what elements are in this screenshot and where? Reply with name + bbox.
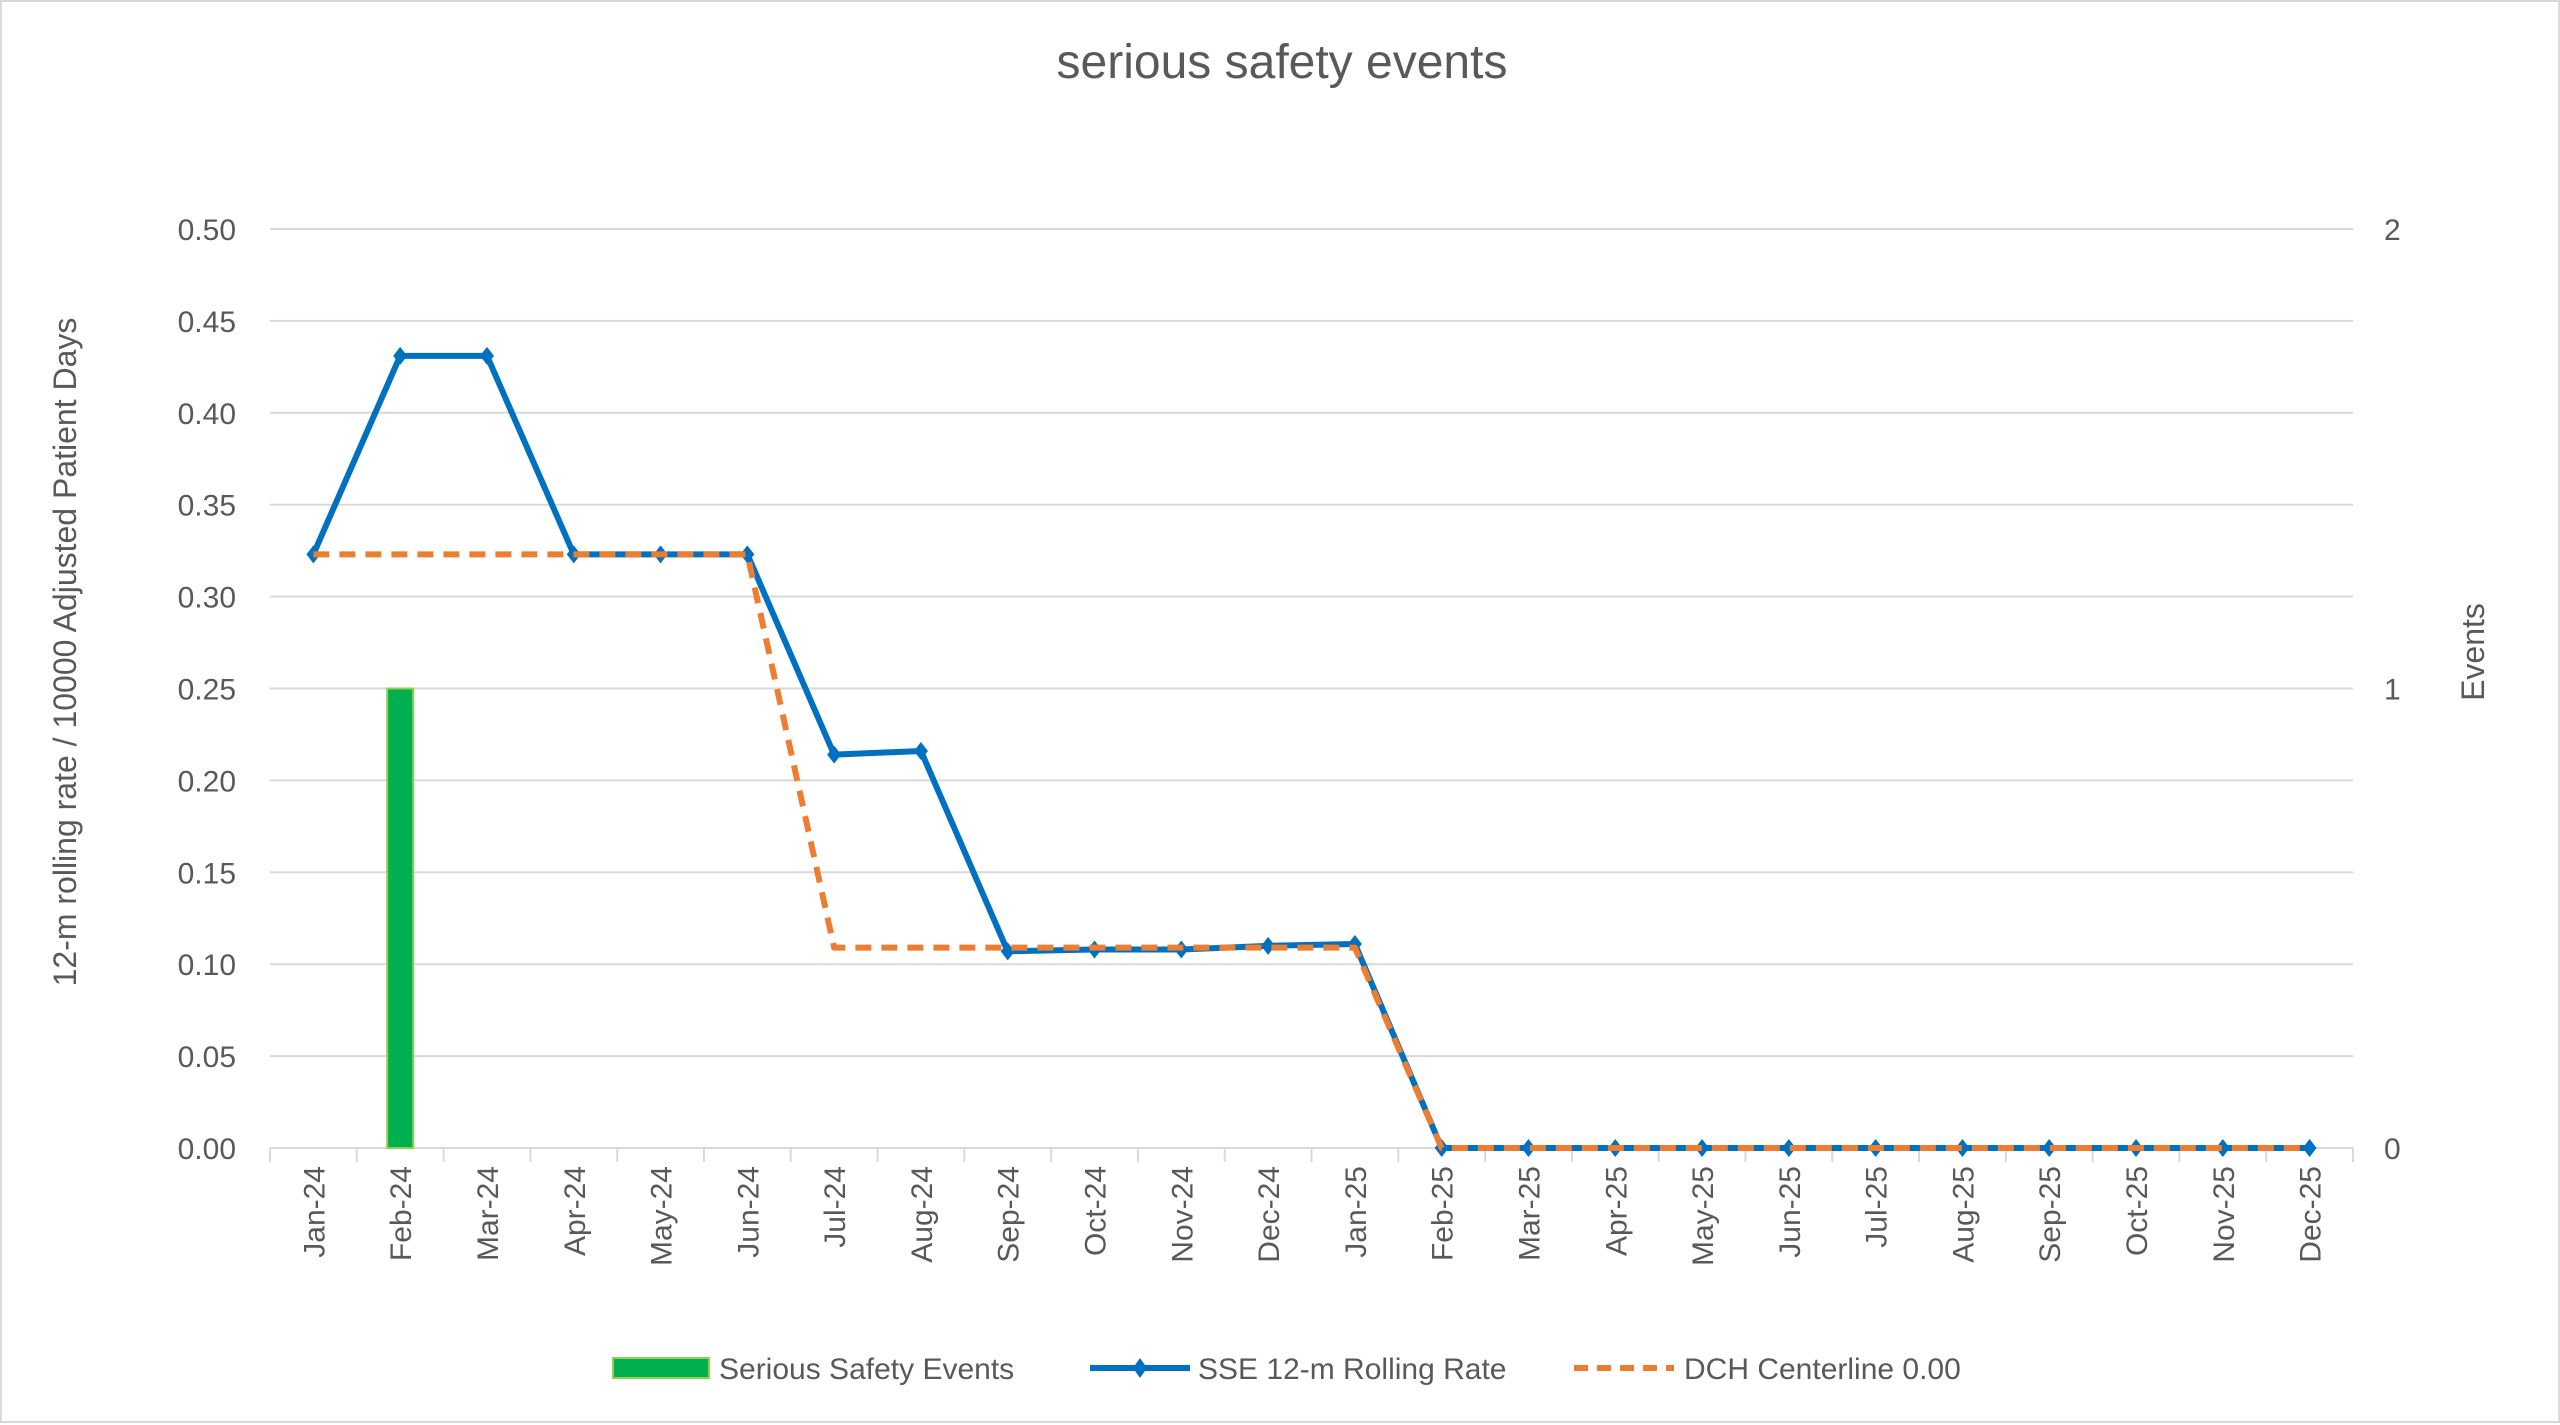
x-tick-label: Jun-25 <box>1774 1166 1807 1258</box>
x-tick-label: Mar-25 <box>1513 1166 1546 1261</box>
x-tick-label: Oct-24 <box>1080 1166 1113 1256</box>
x-tick-label: Apr-25 <box>1600 1166 1633 1256</box>
data-point <box>827 745 842 764</box>
x-tick-label: Jan-24 <box>298 1166 331 1258</box>
bar <box>386 687 415 1149</box>
x-tick-label: May-24 <box>646 1166 679 1266</box>
data-point <box>1000 942 1015 961</box>
y-tick-label: 0.40 <box>178 398 236 431</box>
x-tick-label: Aug-25 <box>1947 1166 1980 1263</box>
x-tick-label: Mar-24 <box>472 1166 505 1261</box>
y-tick-label: 0.10 <box>178 949 236 982</box>
y2-tick-label: 1 <box>2384 674 2401 707</box>
y2-axis-label: Events <box>2455 603 2491 701</box>
x-tick-label: Jan-25 <box>1340 1166 1373 1258</box>
x-tick-label: Nov-25 <box>2208 1166 2241 1263</box>
y-axis-label: 12-m rolling rate / 10000 Adjusted Patie… <box>47 318 83 987</box>
legend-label: SSE 12-m Rolling Rate <box>1198 1353 1506 1386</box>
x-tick-label: Feb-25 <box>1427 1166 1460 1261</box>
rolling-rate-series <box>310 352 2310 1151</box>
y-tick-label: 0.15 <box>178 857 236 890</box>
x-tick-label: May-25 <box>1687 1166 1720 1266</box>
data-point <box>2302 1139 2317 1157</box>
y-tick-label: 0.05 <box>178 1041 236 1074</box>
x-tick-label: Nov-24 <box>1166 1166 1199 1263</box>
legend-swatch-events <box>612 1357 710 1379</box>
y-tick-label: 0.50 <box>178 214 236 247</box>
legend-label: Serious Safety Events <box>719 1353 1014 1386</box>
x-tick-label: Jun-24 <box>732 1166 765 1258</box>
x-tick-label: Jul-25 <box>1861 1166 1894 1248</box>
x-tick-label: Dec-24 <box>1253 1166 1286 1263</box>
y-tick-label: 0.45 <box>178 306 236 339</box>
x-tick-label: Feb-24 <box>385 1166 418 1261</box>
y2-tick-label: 2 <box>2384 214 2401 247</box>
data-point <box>1955 1139 1970 1157</box>
legend-label: DCH Centerline 0.00 <box>1684 1353 1961 1386</box>
x-tick-label: Jul-24 <box>819 1166 852 1248</box>
data-point <box>393 346 408 365</box>
data-point <box>1781 1139 1796 1157</box>
chart-title: serious safety events <box>1057 36 1508 89</box>
data-point <box>2215 1139 2230 1157</box>
data-point <box>479 346 494 365</box>
x-tick-label: Oct-25 <box>2121 1166 2154 1256</box>
x-tick-label: Apr-24 <box>559 1166 592 1256</box>
x-tick-label: Aug-24 <box>906 1166 939 1263</box>
x-tick-label: Dec-25 <box>2295 1166 2328 1263</box>
y-tick-label: 0.35 <box>178 490 236 523</box>
y2-tick-label: 0 <box>2384 1133 2401 1166</box>
data-point <box>913 741 928 760</box>
data-point <box>2042 1139 2057 1157</box>
y-tick-label: 0.00 <box>178 1133 236 1166</box>
x-tick-label: Sep-24 <box>993 1166 1026 1263</box>
y-tick-label: 0.30 <box>178 582 236 615</box>
centerline-series <box>313 551 2310 1151</box>
data-point <box>1695 1139 1710 1157</box>
data-point <box>1521 1139 1536 1157</box>
legend-marker <box>1133 1358 1147 1378</box>
x-tick-label: Sep-25 <box>2034 1166 2067 1263</box>
y-tick-label: 0.25 <box>178 674 236 707</box>
data-point <box>740 545 755 564</box>
y-tick-label: 0.20 <box>178 765 236 798</box>
